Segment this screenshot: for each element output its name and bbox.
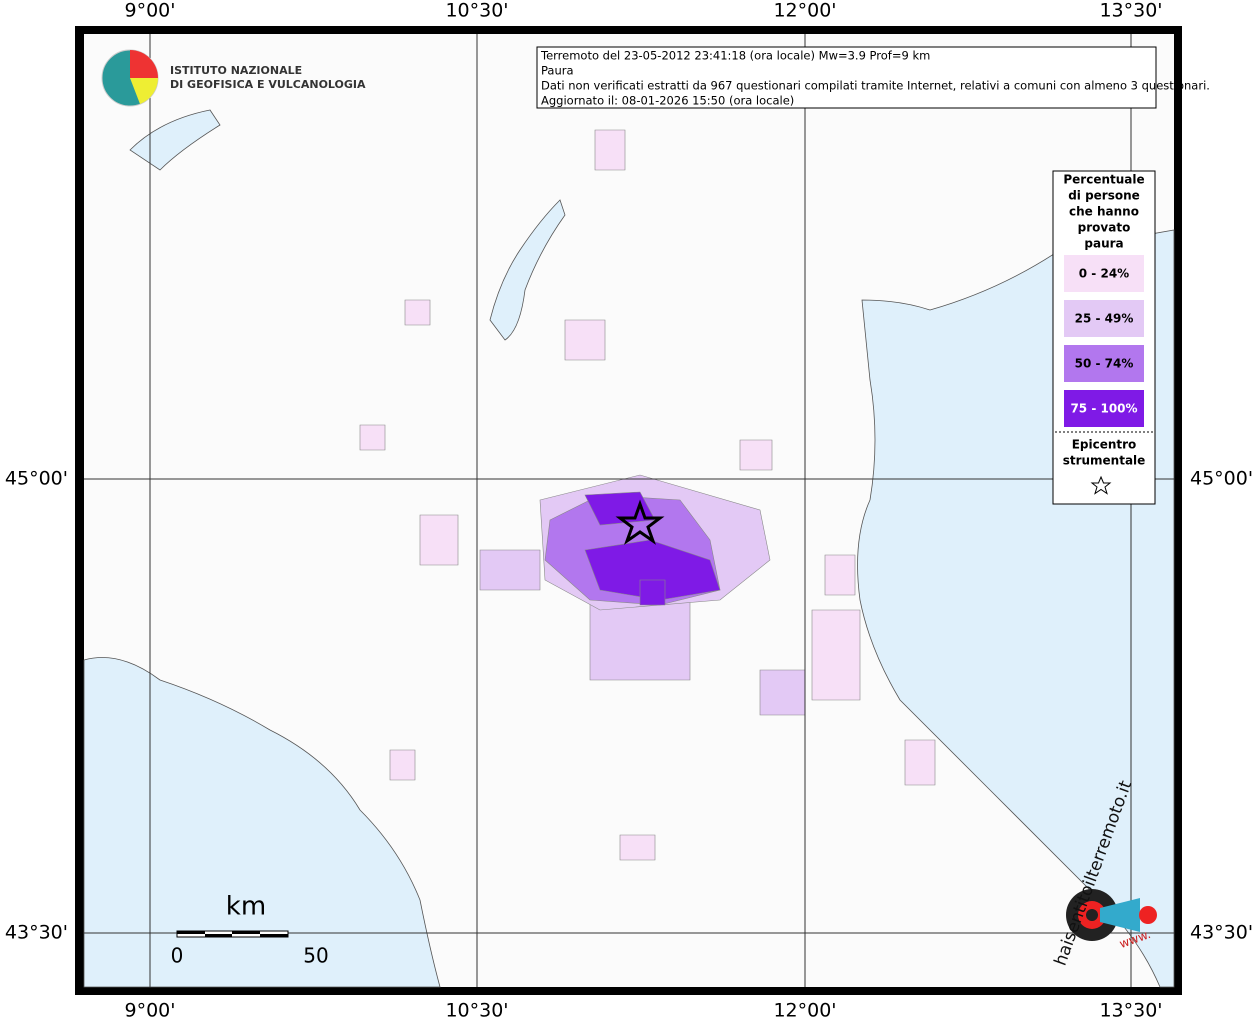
legend-swatch [1064,255,1144,292]
longitude-label: 13°30' [1099,0,1162,22]
legend-title: provato [1078,221,1131,235]
watermark-circle [1086,909,1098,921]
latitude-label: 43°30' [1190,922,1253,944]
longitude-label: 10°30' [445,1000,508,1022]
info-line: Dati non verificati estratti da 967 ques… [541,79,1210,93]
legend-label: 25 - 49% [1075,312,1134,326]
longitude-label: 13°30' [1099,1000,1162,1022]
legend-title: Percentuale [1063,173,1144,187]
legend-star [1090,475,1112,495]
longitude-label: 9°00' [125,1000,176,1022]
legend-swatch [1064,345,1144,382]
info-line: Terremoto del 23-05-2012 23:41:18 (ora l… [540,49,930,63]
legend-label: 75 - 100% [1070,402,1137,416]
logo-text: DI GEOFISICA E VULCANOLOGIA [170,78,366,91]
latitude-label: 43°30' [5,922,68,944]
watermark-beam [1100,898,1140,932]
scale-segment [260,934,288,937]
logo: ISTITUTO NAZIONALE DI GEOFISICA E VULCAN… [101,49,366,107]
watermark-dot [1139,906,1157,924]
latitude-label: 45°00' [1190,468,1253,490]
legend-title: di persone [1068,189,1140,203]
legend: Percentuale di persone che hanno provato pau… [1063,173,1146,468]
legend-swatch [1064,390,1144,427]
legend-label: 50 - 74% [1075,357,1134,371]
scale-start: 0 [171,944,184,968]
longitude-label: 10°30' [445,0,508,22]
legend-title: che hanno [1069,205,1139,219]
longitude-label: 12°00' [773,0,836,22]
latitude-label: 45°00' [5,468,68,490]
longitude-label: 12°00' [773,1000,836,1022]
info-lines: Terremoto del 23-05-2012 23:41:18 (ora l… [540,49,1210,108]
scale-segment [205,934,232,937]
scale-bar: km 0 50 [171,892,329,968]
logo-text: ISTITUTO NAZIONALE [170,64,302,77]
legend-swatch [1064,300,1144,337]
coordinate-labels: 9°00' 9°00' 10°30' 10°30' 12°00' 12°00' 13°30'… [5,0,1253,1022]
longitude-label: 9°00' [125,0,176,22]
legend-epicenter: strumentale [1063,454,1146,468]
scale-unit: km [226,892,266,922]
epicenter-star [615,499,665,545]
info-line: Paura [541,64,574,78]
scale-segment [232,931,260,934]
info-line: Aggiornato il: 08-01-2026 15:50 (ora loc… [541,94,794,108]
info-box [536,46,1157,109]
legend-epicenter: Epicentro [1072,438,1137,452]
scale-segment [177,931,205,934]
legend-label: 0 - 24% [1079,267,1129,281]
legend-box [1052,170,1156,505]
logo-segment [130,78,158,104]
legend-title: paura [1084,237,1123,251]
scale-end: 50 [303,944,328,968]
logo-segment [130,50,158,78]
patches [359,129,936,861]
